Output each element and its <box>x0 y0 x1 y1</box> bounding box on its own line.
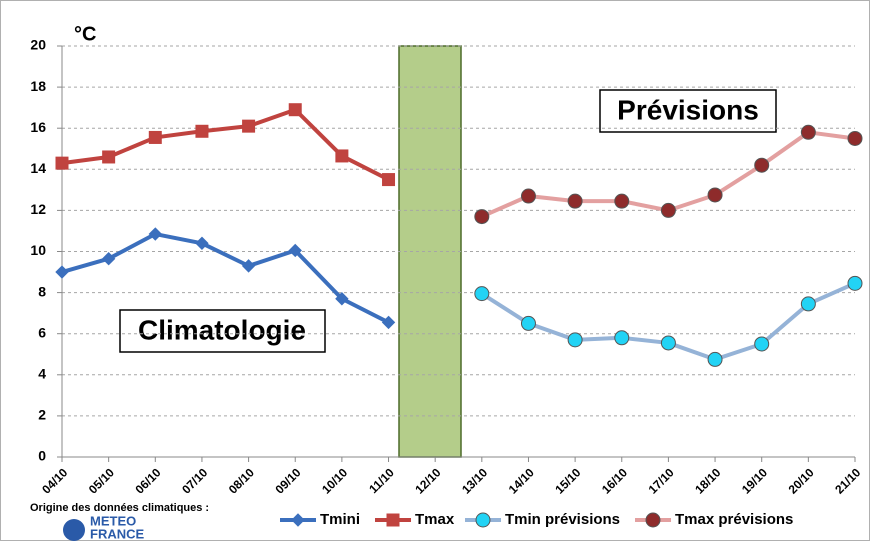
legend-label: Tmax prévisions <box>675 511 793 528</box>
y-tick-label: 16 <box>30 119 46 135</box>
data-point <box>242 119 256 133</box>
legend-label: Tmax <box>415 511 455 528</box>
y-tick-label: 12 <box>30 201 46 217</box>
legend-label: Tmini <box>320 511 360 528</box>
y-tick-label: 6 <box>38 324 46 340</box>
data-point <box>55 156 69 170</box>
data-point <box>474 286 490 302</box>
data-point <box>55 265 69 279</box>
annotation: Climatologie <box>138 314 306 345</box>
y-tick-label: 2 <box>38 407 46 423</box>
unit-label: °C <box>74 23 96 45</box>
data-point <box>800 296 816 312</box>
legend-marker <box>291 513 305 527</box>
annotation: Prévisions <box>617 94 759 125</box>
data-point <box>382 173 396 187</box>
source: Origine des données climatiques : <box>30 502 209 514</box>
y-tick-label: 18 <box>30 78 46 94</box>
legend-marker <box>386 513 400 527</box>
legend-marker <box>475 512 491 528</box>
y-tick-label: 0 <box>38 448 46 464</box>
data-point <box>381 315 396 330</box>
data-point <box>660 335 676 351</box>
data-point <box>567 193 583 209</box>
logo-text: FRANCE <box>90 526 144 541</box>
data-point <box>241 259 256 273</box>
logo-text: METEO <box>90 513 136 528</box>
legend-marker <box>645 512 661 528</box>
data-point <box>288 103 302 117</box>
data-point <box>614 330 630 346</box>
data-point <box>102 150 116 164</box>
data-point <box>101 251 116 266</box>
data-point <box>474 209 490 225</box>
data-point <box>288 243 302 258</box>
data-point <box>614 193 630 209</box>
data-point <box>847 130 863 146</box>
legend-label: Tmin prévisions <box>505 511 620 528</box>
data-point <box>148 227 163 241</box>
data-point <box>335 292 349 306</box>
y-tick-label: 4 <box>38 366 46 382</box>
y-tick-label: 20 <box>30 37 46 53</box>
data-point <box>660 202 676 218</box>
data-point <box>520 188 536 204</box>
data-point <box>707 187 723 203</box>
data-point <box>707 351 723 367</box>
data-point <box>800 124 816 140</box>
y-tick-label: 10 <box>30 242 46 258</box>
series-line <box>61 232 390 325</box>
data-point <box>754 157 770 173</box>
y-tick-label: 14 <box>30 160 46 176</box>
data-point <box>195 236 209 250</box>
y-tick-label: 8 <box>38 283 46 299</box>
data-point <box>754 336 770 352</box>
annotation-box <box>599 89 777 133</box>
logo-icon <box>63 519 85 541</box>
annotation-box <box>119 309 326 353</box>
data-point <box>520 315 536 331</box>
data-point <box>335 149 349 163</box>
data-point <box>195 124 209 138</box>
data-point <box>148 130 162 144</box>
data-point <box>847 275 863 291</box>
data-point <box>567 332 583 348</box>
series-line <box>61 107 390 182</box>
